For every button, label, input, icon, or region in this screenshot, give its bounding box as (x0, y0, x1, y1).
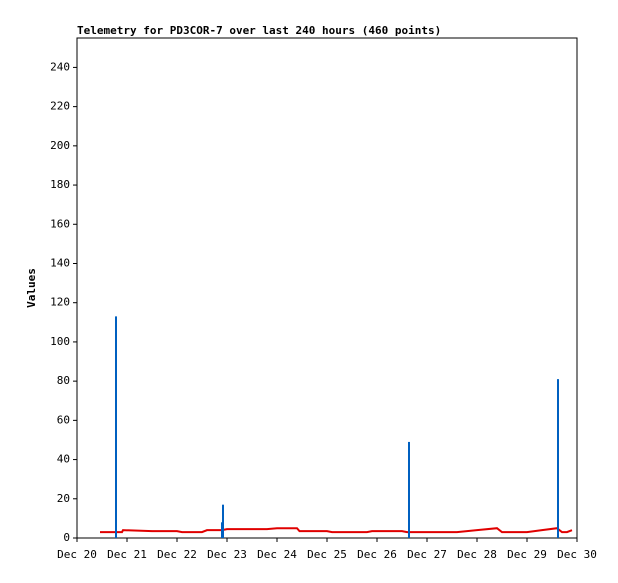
y-tick-label: 40 (57, 453, 70, 466)
y-tick-label: 60 (57, 413, 70, 426)
y-tick-label: 220 (50, 100, 70, 113)
x-tick-label: Dec 30 (557, 548, 597, 561)
x-tick-label: Dec 29 (507, 548, 547, 561)
x-tick-label: Dec 25 (307, 548, 347, 561)
x-tick-label: Dec 23 (207, 548, 247, 561)
y-tick-label: 160 (50, 217, 70, 230)
data-line (100, 527, 573, 534)
x-tick-label: Dec 20 (57, 548, 97, 561)
x-tick-label: Dec 21 (107, 548, 147, 561)
y-tick-label: 80 (57, 374, 70, 387)
y-tick-label: 180 (50, 178, 70, 191)
y-tick-label: 0 (63, 531, 70, 544)
y-axis-label: Values (25, 268, 38, 308)
x-tick-label: Dec 27 (407, 548, 447, 561)
y-tick-label: 120 (50, 296, 70, 309)
y-tick-label: 20 (57, 492, 70, 505)
y-tick-label: 240 (50, 60, 70, 73)
x-tick-label: Dec 24 (257, 548, 297, 561)
chart-title: Telemetry for PD3COR-7 over last 240 hou… (77, 24, 441, 37)
x-tick-label: Dec 26 (357, 548, 397, 561)
y-tick-label: 200 (50, 139, 70, 152)
x-tick-label: Dec 22 (157, 548, 197, 561)
x-tick-label: Dec 28 (457, 548, 497, 561)
y-tick-label: 100 (50, 335, 70, 348)
y-tick-label: 140 (50, 256, 70, 269)
